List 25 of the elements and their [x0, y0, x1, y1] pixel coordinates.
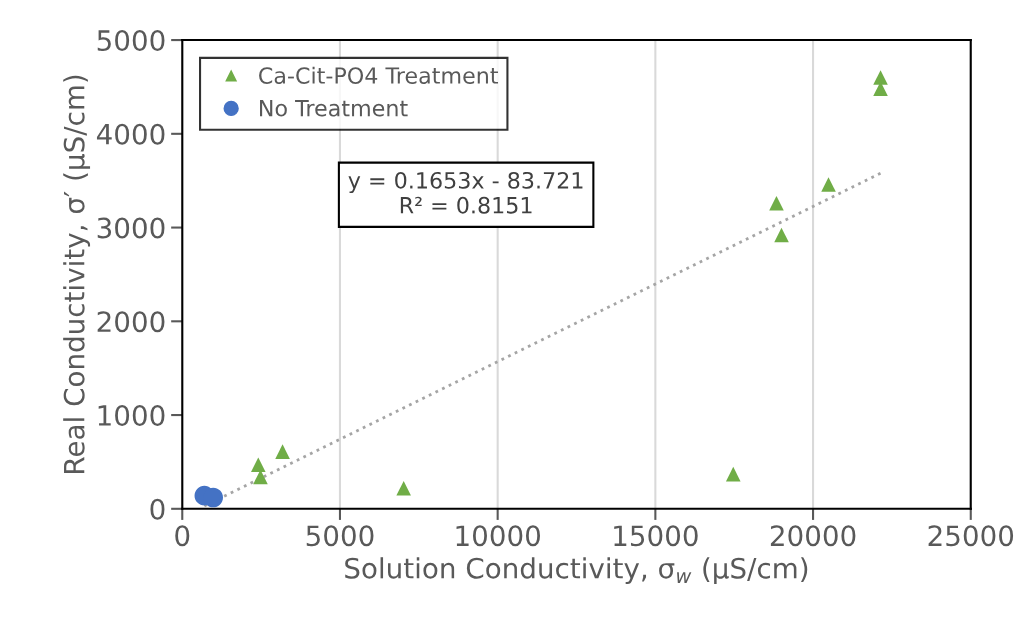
y-tick-label: 0	[150, 498, 165, 520]
point	[821, 177, 836, 192]
x-tick-label: 15000	[614, 525, 698, 547]
y-tick-label: 4000	[96, 123, 165, 145]
x-tick-label: 10000	[456, 525, 540, 547]
point	[873, 70, 888, 85]
x-tick-label: 0	[175, 525, 190, 547]
x-tick-label: 25000	[928, 525, 1014, 547]
annotation: y = 0.1653x - 83.721 R² = 0.8151	[348, 171, 583, 214]
point	[275, 444, 290, 459]
point	[769, 195, 784, 211]
x-tick-label: 5000	[306, 525, 374, 547]
y-axis-title: Real Conductivity, σ′ (µS/cm)	[63, 75, 91, 473]
point	[251, 457, 266, 473]
legend-label: Ca-Cit-PO4 Treatment	[259, 66, 499, 84]
legend-label: No Treatment	[260, 100, 408, 117]
point	[725, 466, 741, 482]
y-tick-label: 2000	[97, 311, 165, 333]
y-tick-label: 1000	[98, 404, 165, 426]
y-tick-label: 5000	[97, 30, 165, 52]
point	[396, 480, 411, 496]
x-tick-label: 20000	[770, 525, 856, 547]
x-axis-title: Solution Conductivity, σ$_{w}$ (µS/cm)	[345, 557, 808, 585]
point	[774, 227, 789, 243]
y-tick-label: 3000	[97, 217, 165, 239]
